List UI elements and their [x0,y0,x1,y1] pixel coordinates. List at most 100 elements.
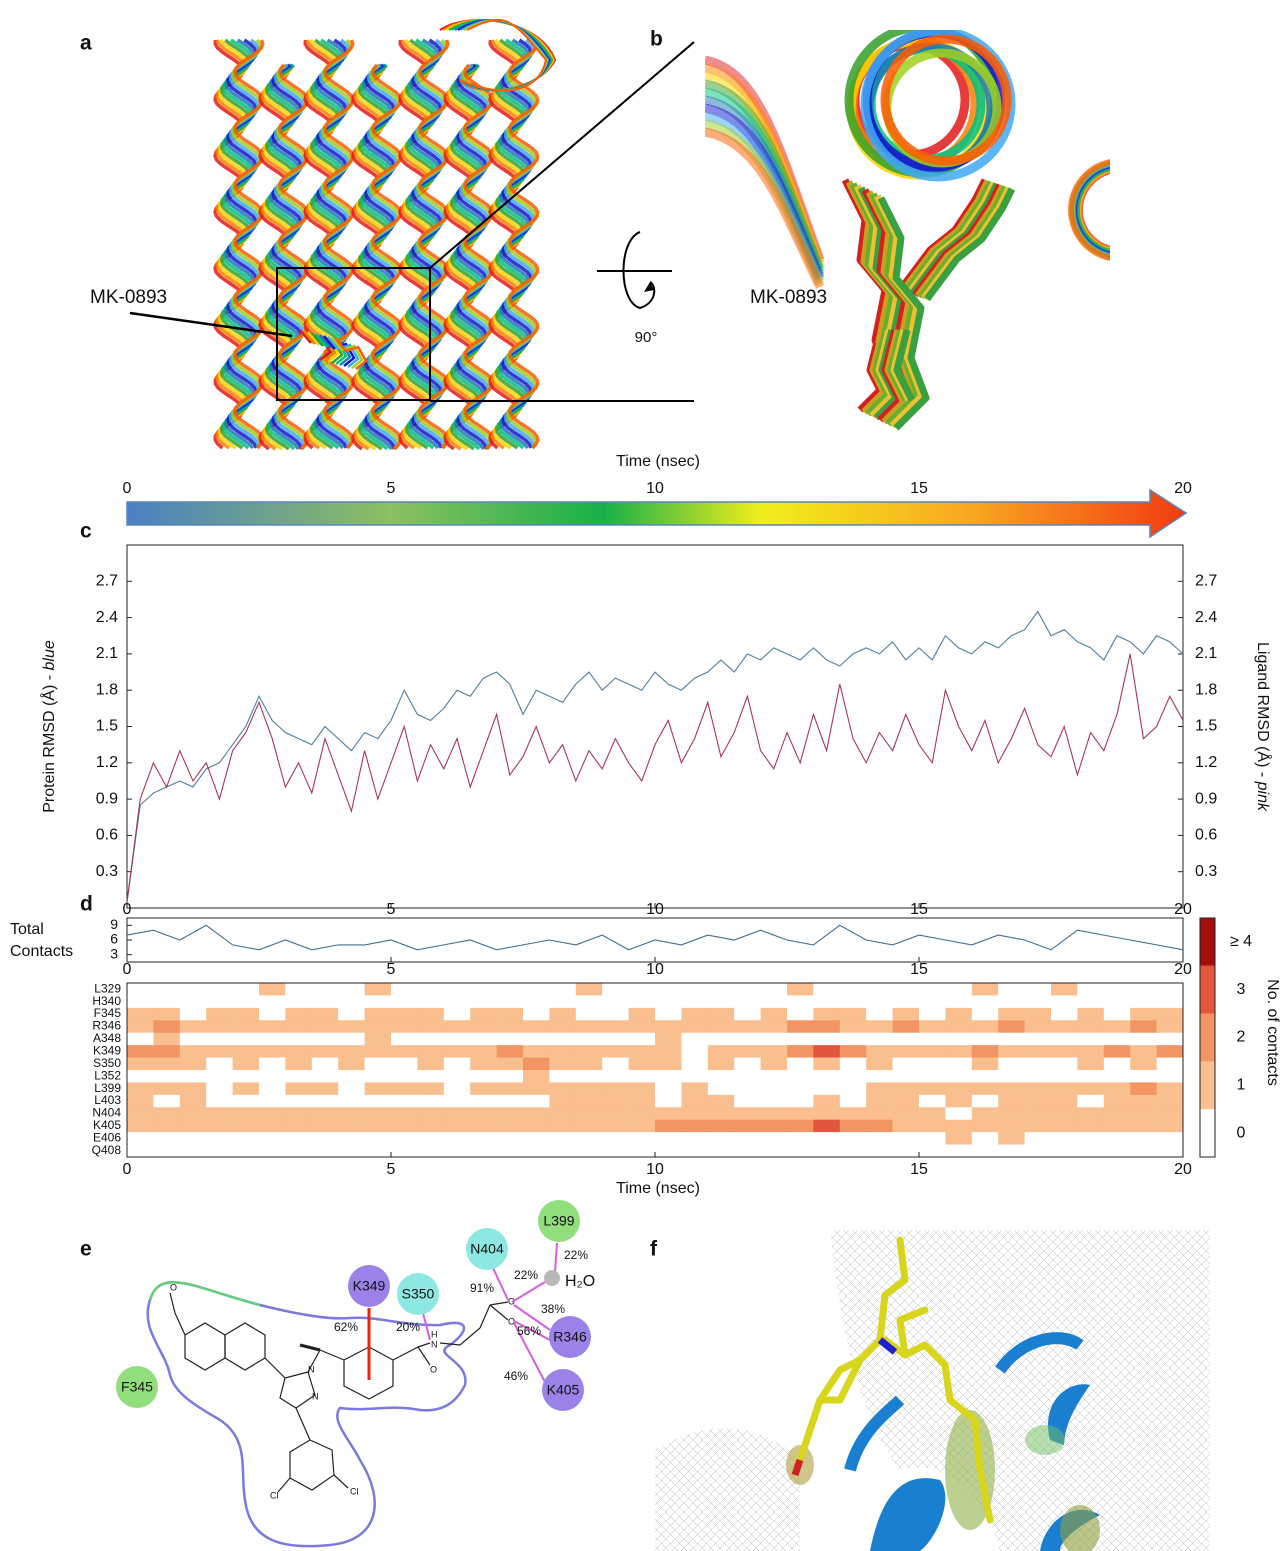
heat-cell [311,1132,339,1145]
heat-cell [1130,1032,1157,1046]
interaction-percent: 46% [504,1369,528,1383]
x-tick-label: 0 [123,901,132,918]
heat-cell [338,995,365,1009]
heat-cell [338,1094,365,1108]
heat-cell [1077,1119,1105,1133]
row-label: F345 [94,1006,122,1020]
heat-cell [655,1132,682,1145]
heat-cell [998,1082,1025,1096]
heat-cell [866,1094,893,1108]
heat-cell [470,1007,497,1021]
heat-cell [311,1020,339,1034]
heat-cell [1077,1007,1105,1021]
heat-cell [1130,1107,1157,1121]
heat-cell [179,1057,207,1071]
heat-cell [259,1144,286,1158]
heat-cell [998,1057,1025,1071]
atom: N [431,1339,438,1349]
heat-cell [602,1020,629,1034]
heat-cell [655,995,682,1009]
interaction-percent: 62% [334,1320,358,1334]
heat-cell [338,1132,365,1145]
heat-cell [311,1057,339,1071]
heat-cell [707,1020,735,1034]
heat-cell [760,983,788,996]
heat-cell [707,1032,735,1046]
heat-cell [285,1107,313,1121]
heat-cell [760,1119,788,1133]
heat-cell [787,1045,814,1058]
heat-cell [470,983,497,996]
heat-cell [443,1082,471,1096]
heat-cell [760,1070,788,1083]
ligand [335,338,368,370]
heat-cell [311,1144,339,1158]
heat-cell [1051,1107,1078,1121]
heat-cell [285,1094,313,1108]
y-tick-label: 2.1 [1195,645,1217,662]
heat-cell [866,983,893,996]
heat-cell [338,983,365,996]
residue [538,1200,580,1242]
heat-cell [1077,1082,1105,1096]
heat-cell [496,1032,524,1046]
heat-cell [470,1070,497,1083]
heat-cell [523,1119,550,1133]
heat-cell [734,1032,761,1046]
x-tick-label: 15 [910,1161,928,1178]
heat-cell [496,1020,524,1034]
heat-cell [391,1107,418,1121]
heat-cell [998,1020,1025,1034]
heat-cell [945,1082,973,1096]
heat-cell [523,1082,550,1096]
heat-cell [1156,1007,1184,1021]
heat-cell [179,1032,207,1046]
heat-cell [998,1045,1025,1058]
heat-cell [153,1094,181,1108]
heat-cell [760,1107,788,1121]
heat-cell [602,1032,629,1046]
residue-label: K349 [353,1278,386,1294]
heat-cell [1077,1045,1105,1058]
heat-cell [232,995,260,1009]
heat-cell [153,1032,181,1046]
y-tick-label: 1.5 [1195,718,1217,735]
atom: O [430,1364,437,1374]
heat-cell [575,1057,603,1071]
heat-cell [206,1020,233,1034]
heat-cell [206,995,233,1009]
heat-cell [866,1057,893,1071]
heat-cell [787,1094,814,1108]
heat-cell [813,1094,841,1108]
heat-cell [1156,1070,1184,1083]
x-tick-label: 0 [123,1161,132,1178]
heat-cell [760,1057,788,1071]
y-tick-label: 0.3 [96,863,118,880]
heat-cell [971,1094,999,1108]
heat-cell [575,1045,603,1058]
heat-cell [259,1107,286,1121]
heat-cell [443,1070,471,1083]
heat-cell [470,1020,497,1034]
heat-cell [1130,1082,1157,1096]
heat-cell [734,1119,761,1133]
heat-cell [892,1032,920,1046]
panel-label: b [650,28,663,51]
heat-cell [1130,1119,1157,1133]
heat-cell [1103,1070,1131,1083]
heat-cell [470,1094,497,1108]
heat-cell [602,1045,629,1058]
heat-cell [496,1082,524,1096]
heat-cell [575,1070,603,1083]
heat-cell [866,1132,893,1145]
heat-cell [153,1119,181,1133]
heat-cell [892,1070,920,1083]
heat-cell [153,1020,181,1034]
heat-cell [892,1094,920,1108]
heat-cell [971,1119,999,1133]
heat-cell [549,1070,577,1083]
heat-cell [285,1070,313,1083]
pocket-contour [146,1281,467,1548]
heat-cell [1024,1119,1052,1133]
heat-cell [575,1007,603,1021]
